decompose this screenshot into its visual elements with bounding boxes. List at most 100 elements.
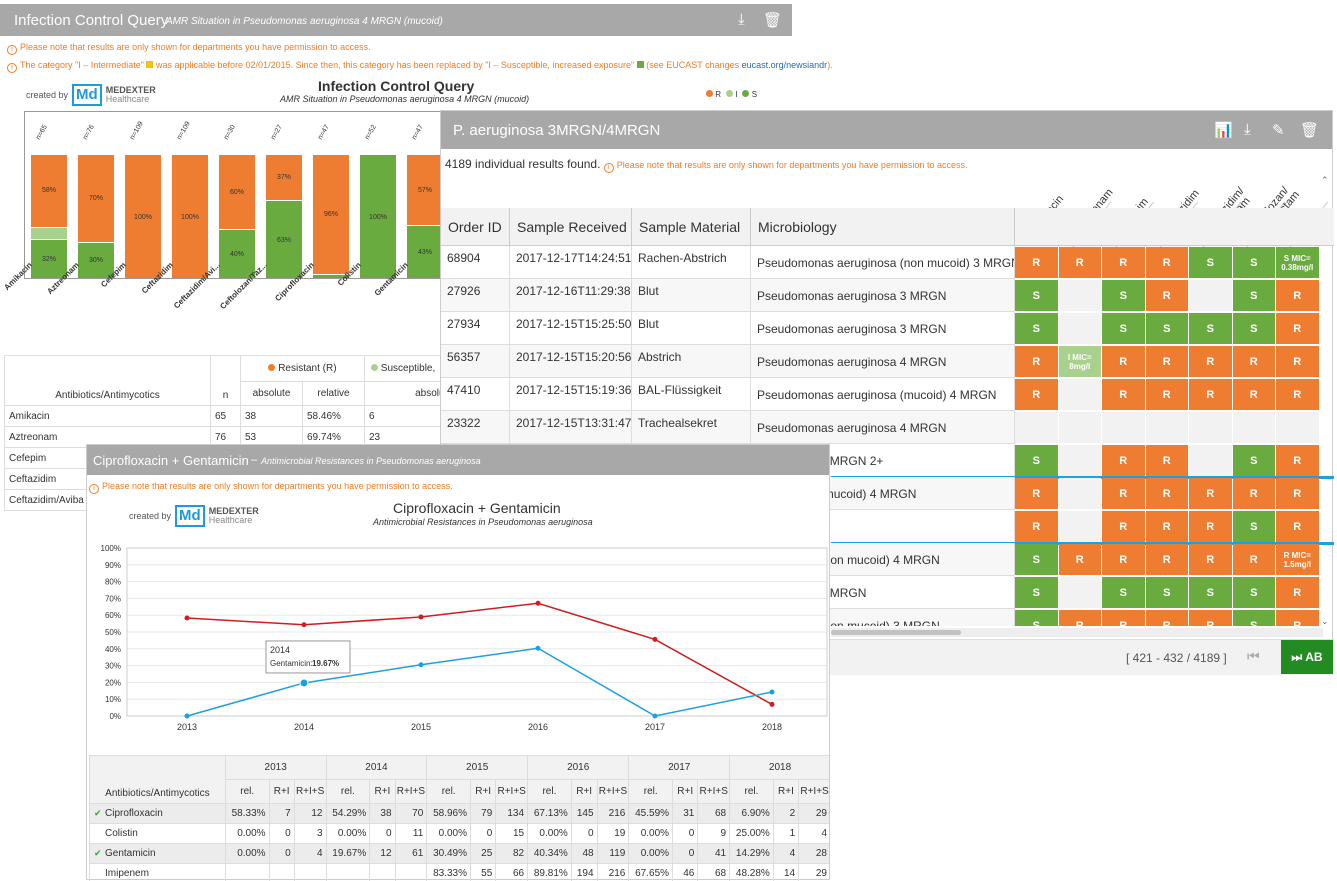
result-cell[interactable]: R xyxy=(1233,544,1276,575)
column-header[interactable]: Microbiology xyxy=(751,208,1015,246)
result-cell[interactable]: S xyxy=(1015,610,1058,626)
result-cell[interactable]: R xyxy=(1059,544,1102,575)
result-cell[interactable]: R xyxy=(1233,346,1276,377)
result-cell[interactable]: S xyxy=(1015,445,1058,476)
result-cell[interactable]: S xyxy=(1189,313,1232,344)
result-cell[interactable]: R xyxy=(1015,346,1058,377)
download-icon[interactable]: ⤓ xyxy=(1244,121,1251,138)
result-cell[interactable]: R xyxy=(1189,610,1232,626)
result-cell[interactable]: R xyxy=(1102,478,1145,509)
result-cell[interactable]: S xyxy=(1015,313,1058,344)
result-cell[interactable]: R xyxy=(1276,445,1319,476)
result-cell[interactable] xyxy=(1059,445,1102,476)
eucast-link[interactable]: eucast.org/newsiandr xyxy=(742,60,828,70)
ab-button[interactable]: ⏭AB xyxy=(1281,640,1333,674)
result-cell[interactable]: R xyxy=(1059,610,1102,626)
result-cell[interactable]: S xyxy=(1233,247,1276,278)
result-cell[interactable]: R xyxy=(1189,544,1232,575)
result-cell[interactable]: S xyxy=(1233,313,1276,344)
result-cell[interactable]: R xyxy=(1146,280,1189,311)
result-cell[interactable]: R xyxy=(1276,511,1319,542)
result-cell[interactable] xyxy=(1059,313,1102,344)
result-cell[interactable]: R xyxy=(1102,511,1145,542)
result-cell[interactable]: S MIC= 0.38mg/l xyxy=(1276,247,1319,278)
result-cell[interactable]: R xyxy=(1102,445,1145,476)
result-cell[interactable]: S xyxy=(1146,313,1189,344)
result-cell[interactable]: R xyxy=(1233,478,1276,509)
result-cell[interactable] xyxy=(1059,577,1102,608)
result-cell[interactable]: R xyxy=(1146,346,1189,377)
result-cell[interactable]: R xyxy=(1233,379,1276,410)
bar-segment-r[interactable]: 60% xyxy=(219,154,255,229)
result-cell[interactable] xyxy=(1233,412,1276,443)
result-cell[interactable]: R xyxy=(1102,247,1145,278)
result-cell[interactable]: S xyxy=(1015,280,1058,311)
result-cell[interactable]: R xyxy=(1059,247,1102,278)
result-cell[interactable] xyxy=(1059,511,1102,542)
result-cell[interactable] xyxy=(1189,412,1232,443)
result-cell[interactable]: R xyxy=(1146,511,1189,542)
result-cell[interactable]: S xyxy=(1233,280,1276,311)
checkbox[interactable]: ✔ xyxy=(94,808,103,819)
result-cell[interactable]: R MIC= 1.5mg/l xyxy=(1276,544,1319,575)
result-cell[interactable]: R xyxy=(1276,346,1319,377)
result-cell[interactable]: S xyxy=(1146,577,1189,608)
trash-icon[interactable]: 🗑 xyxy=(1300,121,1319,139)
result-cell[interactable]: R xyxy=(1146,445,1189,476)
result-cell[interactable] xyxy=(1059,412,1102,443)
bar-segment-r[interactable]: 58% xyxy=(31,154,67,227)
result-cell[interactable]: R xyxy=(1276,313,1319,344)
column-header[interactable]: Sample Received xyxy=(510,208,632,246)
bar-segment-r[interactable]: 37% xyxy=(266,154,302,200)
result-cell[interactable]: S xyxy=(1189,577,1232,608)
scrollbar-horizontal[interactable] xyxy=(831,628,1323,637)
bar-segment-r[interactable]: 100% xyxy=(172,154,208,279)
result-cell[interactable] xyxy=(1276,412,1319,443)
result-cell[interactable]: R xyxy=(1015,379,1058,410)
result-cell[interactable]: R xyxy=(1146,544,1189,575)
result-cell[interactable]: S xyxy=(1233,511,1276,542)
download-icon[interactable]: ⤓ xyxy=(738,11,745,28)
result-cell[interactable]: S xyxy=(1233,577,1276,608)
result-cell[interactable] xyxy=(1015,412,1058,443)
bar-segment-r[interactable]: 96% xyxy=(313,154,349,274)
result-cell[interactable]: S xyxy=(1102,313,1145,344)
result-cell[interactable]: S xyxy=(1189,247,1232,278)
bar-segment-i[interactable] xyxy=(31,227,67,240)
bar-segment-r[interactable]: 70% xyxy=(78,154,114,242)
result-cell[interactable]: R xyxy=(1102,610,1145,626)
result-cell[interactable]: R xyxy=(1276,610,1319,626)
column-header[interactable]: Sample Material xyxy=(632,208,751,246)
result-cell[interactable]: R xyxy=(1015,511,1058,542)
bar-segment-r[interactable]: 57% xyxy=(407,154,443,225)
result-cell[interactable]: S xyxy=(1233,610,1276,626)
scroll-down-arrow[interactable]: ⌄ xyxy=(1321,616,1329,627)
result-cell[interactable]: R xyxy=(1146,379,1189,410)
result-cell[interactable]: R xyxy=(1015,478,1058,509)
result-cell[interactable] xyxy=(1059,478,1102,509)
checkbox[interactable]: ✔ xyxy=(94,848,103,859)
result-cell[interactable]: S xyxy=(1015,544,1058,575)
result-cell[interactable]: R xyxy=(1146,478,1189,509)
prev-page-button[interactable]: ⏮ xyxy=(1247,648,1260,665)
result-cell[interactable] xyxy=(1102,412,1145,443)
result-cell[interactable]: R xyxy=(1189,511,1232,542)
result-cell[interactable]: R xyxy=(1102,346,1145,377)
result-cell[interactable] xyxy=(1146,412,1189,443)
result-cell[interactable]: R xyxy=(1146,610,1189,626)
bar-segment-r[interactable]: 100% xyxy=(125,154,161,279)
column-header[interactable]: Order ID xyxy=(441,208,510,246)
result-cell[interactable]: R xyxy=(1146,247,1189,278)
chart-icon[interactable]: 📊 xyxy=(1214,121,1233,139)
result-cell[interactable]: S xyxy=(1015,577,1058,608)
scrollbar-up-arrow[interactable]: ⌃ xyxy=(1321,175,1329,186)
